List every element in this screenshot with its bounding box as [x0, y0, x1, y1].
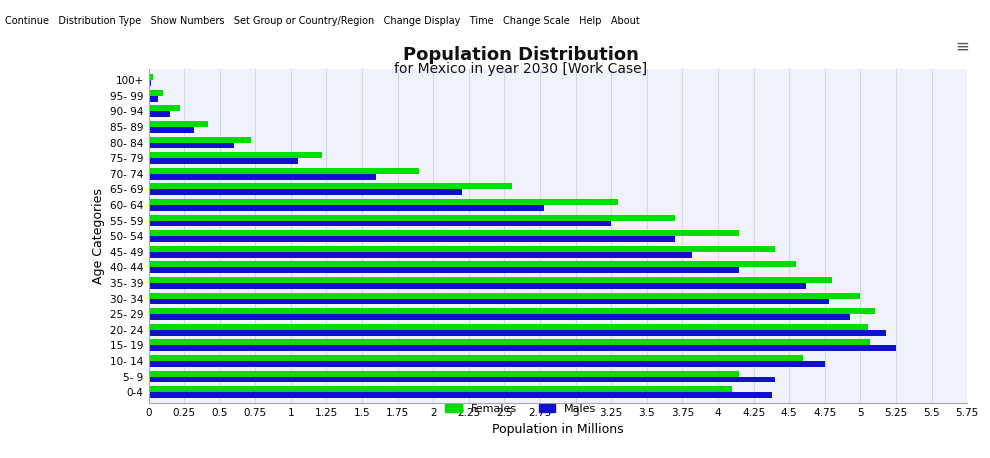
Text: for Mexico in year 2030 [Work Case]: for Mexico in year 2030 [Work Case] [394, 62, 647, 76]
Bar [148, 136, 251, 142]
Bar [148, 392, 772, 398]
Bar [148, 230, 740, 236]
Bar [148, 105, 180, 111]
Bar [148, 158, 298, 164]
Bar [148, 371, 740, 376]
Bar [148, 376, 775, 382]
Bar [148, 90, 162, 96]
Bar [148, 199, 619, 205]
Bar [148, 80, 151, 86]
Bar [148, 127, 194, 133]
Bar [148, 361, 825, 367]
Bar [148, 330, 886, 336]
Bar [148, 314, 850, 320]
Bar [148, 277, 832, 283]
Text: Population Distribution: Population Distribution [403, 46, 639, 64]
Bar [148, 174, 376, 180]
Bar [148, 283, 806, 289]
X-axis label: Population in Millions: Population in Millions [492, 424, 624, 436]
Bar [148, 293, 860, 299]
Bar [148, 205, 544, 211]
Bar [148, 262, 796, 267]
Bar [148, 111, 170, 117]
Bar [148, 74, 152, 80]
Bar [148, 142, 234, 148]
Bar [148, 221, 611, 226]
Bar [148, 121, 208, 127]
Bar [148, 355, 804, 361]
Bar [148, 299, 829, 305]
Bar [148, 189, 461, 195]
Bar [148, 267, 740, 273]
Bar [148, 345, 896, 351]
Bar [148, 386, 733, 392]
Bar [148, 183, 512, 189]
Bar [148, 339, 870, 345]
Bar [148, 236, 675, 242]
Bar [148, 252, 692, 258]
Bar [148, 168, 419, 174]
Bar [148, 96, 158, 102]
Legend: Females, Males: Females, Males [441, 399, 601, 418]
Text: Continue   Distribution Type   Show Numbers   Set Group or Country/Region   Chan: Continue Distribution Type Show Numbers … [5, 16, 640, 26]
Bar [148, 215, 675, 221]
Text: ≡: ≡ [955, 37, 969, 55]
Bar [148, 152, 322, 158]
Bar [148, 324, 867, 330]
Y-axis label: Age Categories: Age Categories [92, 188, 105, 284]
Bar [148, 246, 775, 252]
Text: Population Graph: Population Graph [5, 0, 128, 13]
Bar [148, 308, 875, 314]
